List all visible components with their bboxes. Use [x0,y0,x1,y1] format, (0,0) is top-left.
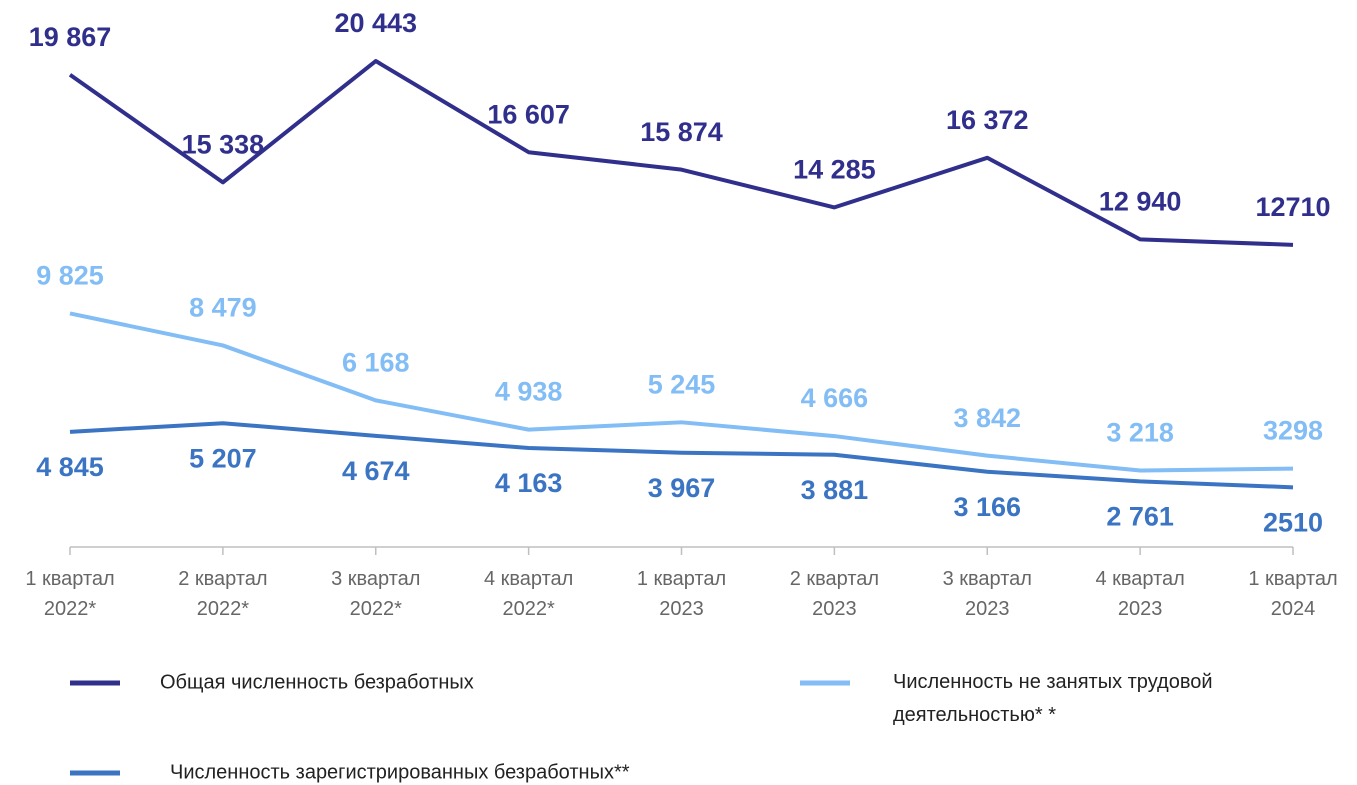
series-line [69,421,1294,490]
x-tick-label: 1 квартал 2024 [1248,568,1337,620]
x-tick-label: 1 квартал 2023 [637,568,726,620]
data-label: 5 207 [189,443,257,473]
x-tick-label: 3 квартал 2023 [943,568,1032,620]
data-label: 4 666 [801,383,869,413]
series-line [69,311,1294,473]
x-tick-label: 4 квартал 2023 [1095,568,1184,620]
data-label: 12 940 [1099,187,1182,217]
x-tick-label: 3 квартал 2022* [331,568,420,620]
data-label: 2 761 [1106,501,1174,531]
legend-label: Численность зарегистрированных безработн… [170,761,630,783]
data-label: 12710 [1255,192,1330,222]
data-label: 4 845 [36,452,104,482]
data-label: 16 372 [946,105,1029,135]
data-label: 15 874 [640,117,723,147]
x-tick-label: 1 квартал 2022* [25,568,114,620]
data-label: 5 245 [648,369,716,399]
data-label: 8 479 [189,293,257,323]
legend-label: Общая численность безработных [160,671,474,693]
data-label: 4 938 [495,377,563,407]
x-tick-label: 2 квартал 2023 [790,568,879,620]
data-label: 19 867 [29,22,112,52]
data-label: 15 338 [182,129,265,159]
x-tick-label: 2 квартал 2022* [178,568,267,620]
data-label: 9 825 [36,261,104,291]
data-label: 3 842 [953,403,1021,433]
data-label: 14 285 [793,155,876,185]
data-label: 4 674 [342,456,410,486]
legend-label: Численность не занятых трудовой деятельно… [893,671,1213,726]
data-label: 3298 [1263,416,1323,446]
data-label: 2510 [1263,507,1323,537]
data-label: 16 607 [487,99,570,129]
data-label: 4 163 [495,468,563,498]
data-label: 3 881 [801,475,869,505]
data-label: 6 168 [342,347,410,377]
data-label: 20 443 [334,8,417,38]
data-label: 3 166 [953,492,1021,522]
data-label: 3 218 [1106,418,1174,448]
data-label: 3 967 [648,473,716,503]
x-tick-label: 4 квартал 2022* [484,568,573,620]
series-line [68,59,1294,247]
